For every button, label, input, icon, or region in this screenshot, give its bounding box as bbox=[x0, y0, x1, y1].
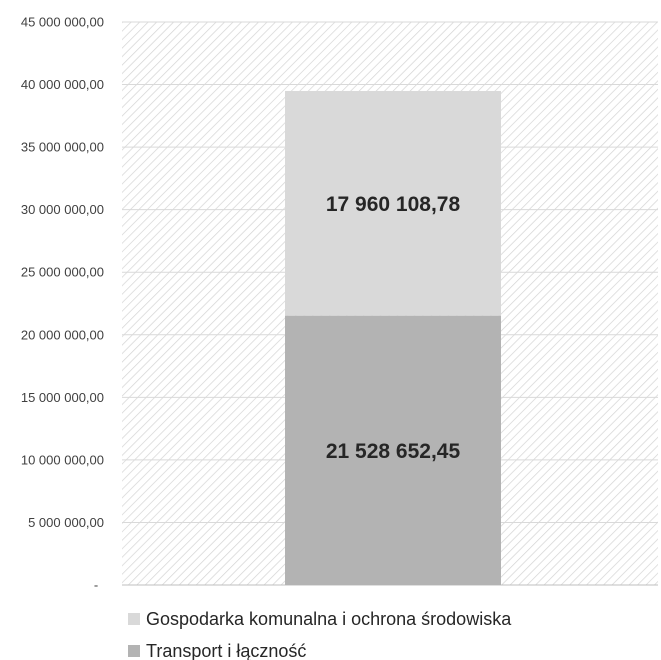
y-tick-label: 5 000 000,00 bbox=[28, 515, 104, 530]
legend-label: Transport i łączność bbox=[146, 641, 306, 660]
y-tick-label: - bbox=[94, 578, 98, 593]
legend-label: Gospodarka komunalna i ochrona środowisk… bbox=[146, 609, 512, 629]
bars bbox=[285, 90, 501, 585]
y-tick-label: 15 000 000,00 bbox=[21, 390, 104, 405]
legend: Gospodarka komunalna i ochrona środowisk… bbox=[128, 609, 512, 660]
data-label: 21 528 652,45 bbox=[326, 440, 461, 463]
data-label: 17 960 108,78 bbox=[326, 193, 461, 216]
data-labels: 21 528 652,45 17 960 108,78 bbox=[326, 193, 461, 463]
legend-swatch bbox=[128, 645, 140, 657]
y-tick-label: 30 000 000,00 bbox=[21, 202, 104, 217]
y-tick-label: 25 000 000,00 bbox=[21, 265, 104, 280]
y-tick-label: 40 000 000,00 bbox=[21, 77, 104, 92]
bar-segment-2 bbox=[285, 90, 501, 316]
y-axis: - 5 000 000,00 10 000 000,00 15 000 000,00 2… bbox=[21, 15, 104, 593]
y-tick-label: 35 000 000,00 bbox=[21, 140, 104, 155]
y-tick-label: 45 000 000,00 bbox=[21, 15, 104, 30]
y-tick-label: 10 000 000,00 bbox=[21, 452, 104, 467]
legend-swatch bbox=[128, 613, 140, 625]
bar-segment-1 bbox=[285, 315, 501, 585]
y-tick-label: 20 000 000,00 bbox=[21, 327, 104, 342]
